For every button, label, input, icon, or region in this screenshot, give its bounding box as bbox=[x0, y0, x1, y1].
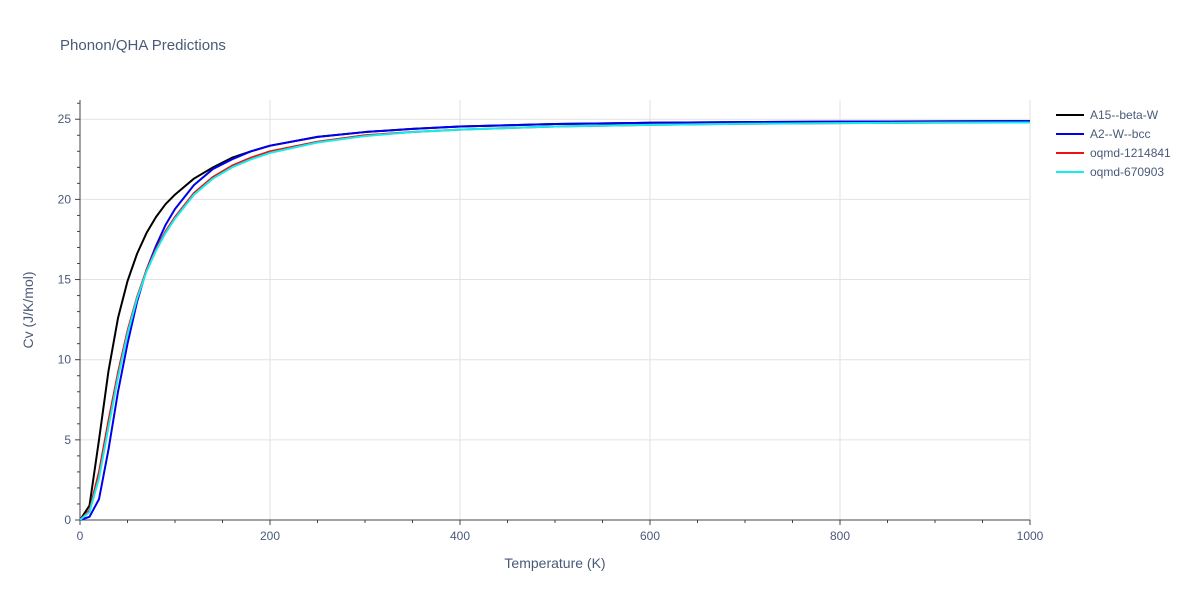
grid-lines bbox=[80, 100, 1031, 520]
x-tick-label: 1000 bbox=[1017, 529, 1044, 543]
axes bbox=[75, 100, 1031, 525]
legend-item-oqmd-670903[interactable]: oqmd-670903 bbox=[1056, 165, 1164, 179]
y-tick-label: 0 bbox=[64, 513, 71, 527]
series-line-a15-beta-w bbox=[79, 120, 1031, 521]
x-axis-title: Temperature (K) bbox=[504, 555, 605, 571]
y-axis-title: Cv (J/K/mol) bbox=[20, 272, 36, 349]
x-tick-label: 600 bbox=[640, 529, 660, 543]
series-line-a2-w-bcc bbox=[79, 120, 1031, 521]
legend-item-oqmd-1214841[interactable]: oqmd-1214841 bbox=[1056, 146, 1171, 160]
legend-label: A15--beta-W bbox=[1090, 108, 1159, 122]
series-line-oqmd-670903 bbox=[79, 121, 1031, 521]
tick-labels: 0 200 400 600 800 1000 0 5 10 15 20 25 bbox=[58, 112, 1044, 543]
legend-item-a15-beta-w[interactable]: A15--beta-W bbox=[1056, 108, 1159, 122]
y-tick-label: 15 bbox=[58, 273, 72, 287]
x-tick-label: 200 bbox=[260, 529, 280, 543]
y-tick-label: 20 bbox=[58, 192, 72, 206]
y-tick-label: 5 bbox=[64, 433, 71, 447]
series-lines bbox=[79, 120, 1031, 521]
x-tick-label: 400 bbox=[450, 529, 470, 543]
legend-label: oqmd-1214841 bbox=[1090, 146, 1171, 160]
legend: A15--beta-W A2--W--bcc oqmd-1214841 oqmd-67… bbox=[1056, 108, 1171, 179]
series-line-oqmd-1214841 bbox=[79, 121, 1031, 521]
legend-item-a2-w-bcc[interactable]: A2--W--bcc bbox=[1056, 127, 1150, 141]
legend-label: oqmd-670903 bbox=[1090, 165, 1164, 179]
chart-title: Phonon/QHA Predictions bbox=[60, 37, 226, 54]
x-tick-label: 800 bbox=[830, 529, 850, 543]
y-tick-label: 25 bbox=[58, 112, 72, 126]
legend-label: A2--W--bcc bbox=[1090, 127, 1150, 141]
y-tick-label: 10 bbox=[58, 353, 72, 367]
x-tick-label: 0 bbox=[77, 529, 84, 543]
